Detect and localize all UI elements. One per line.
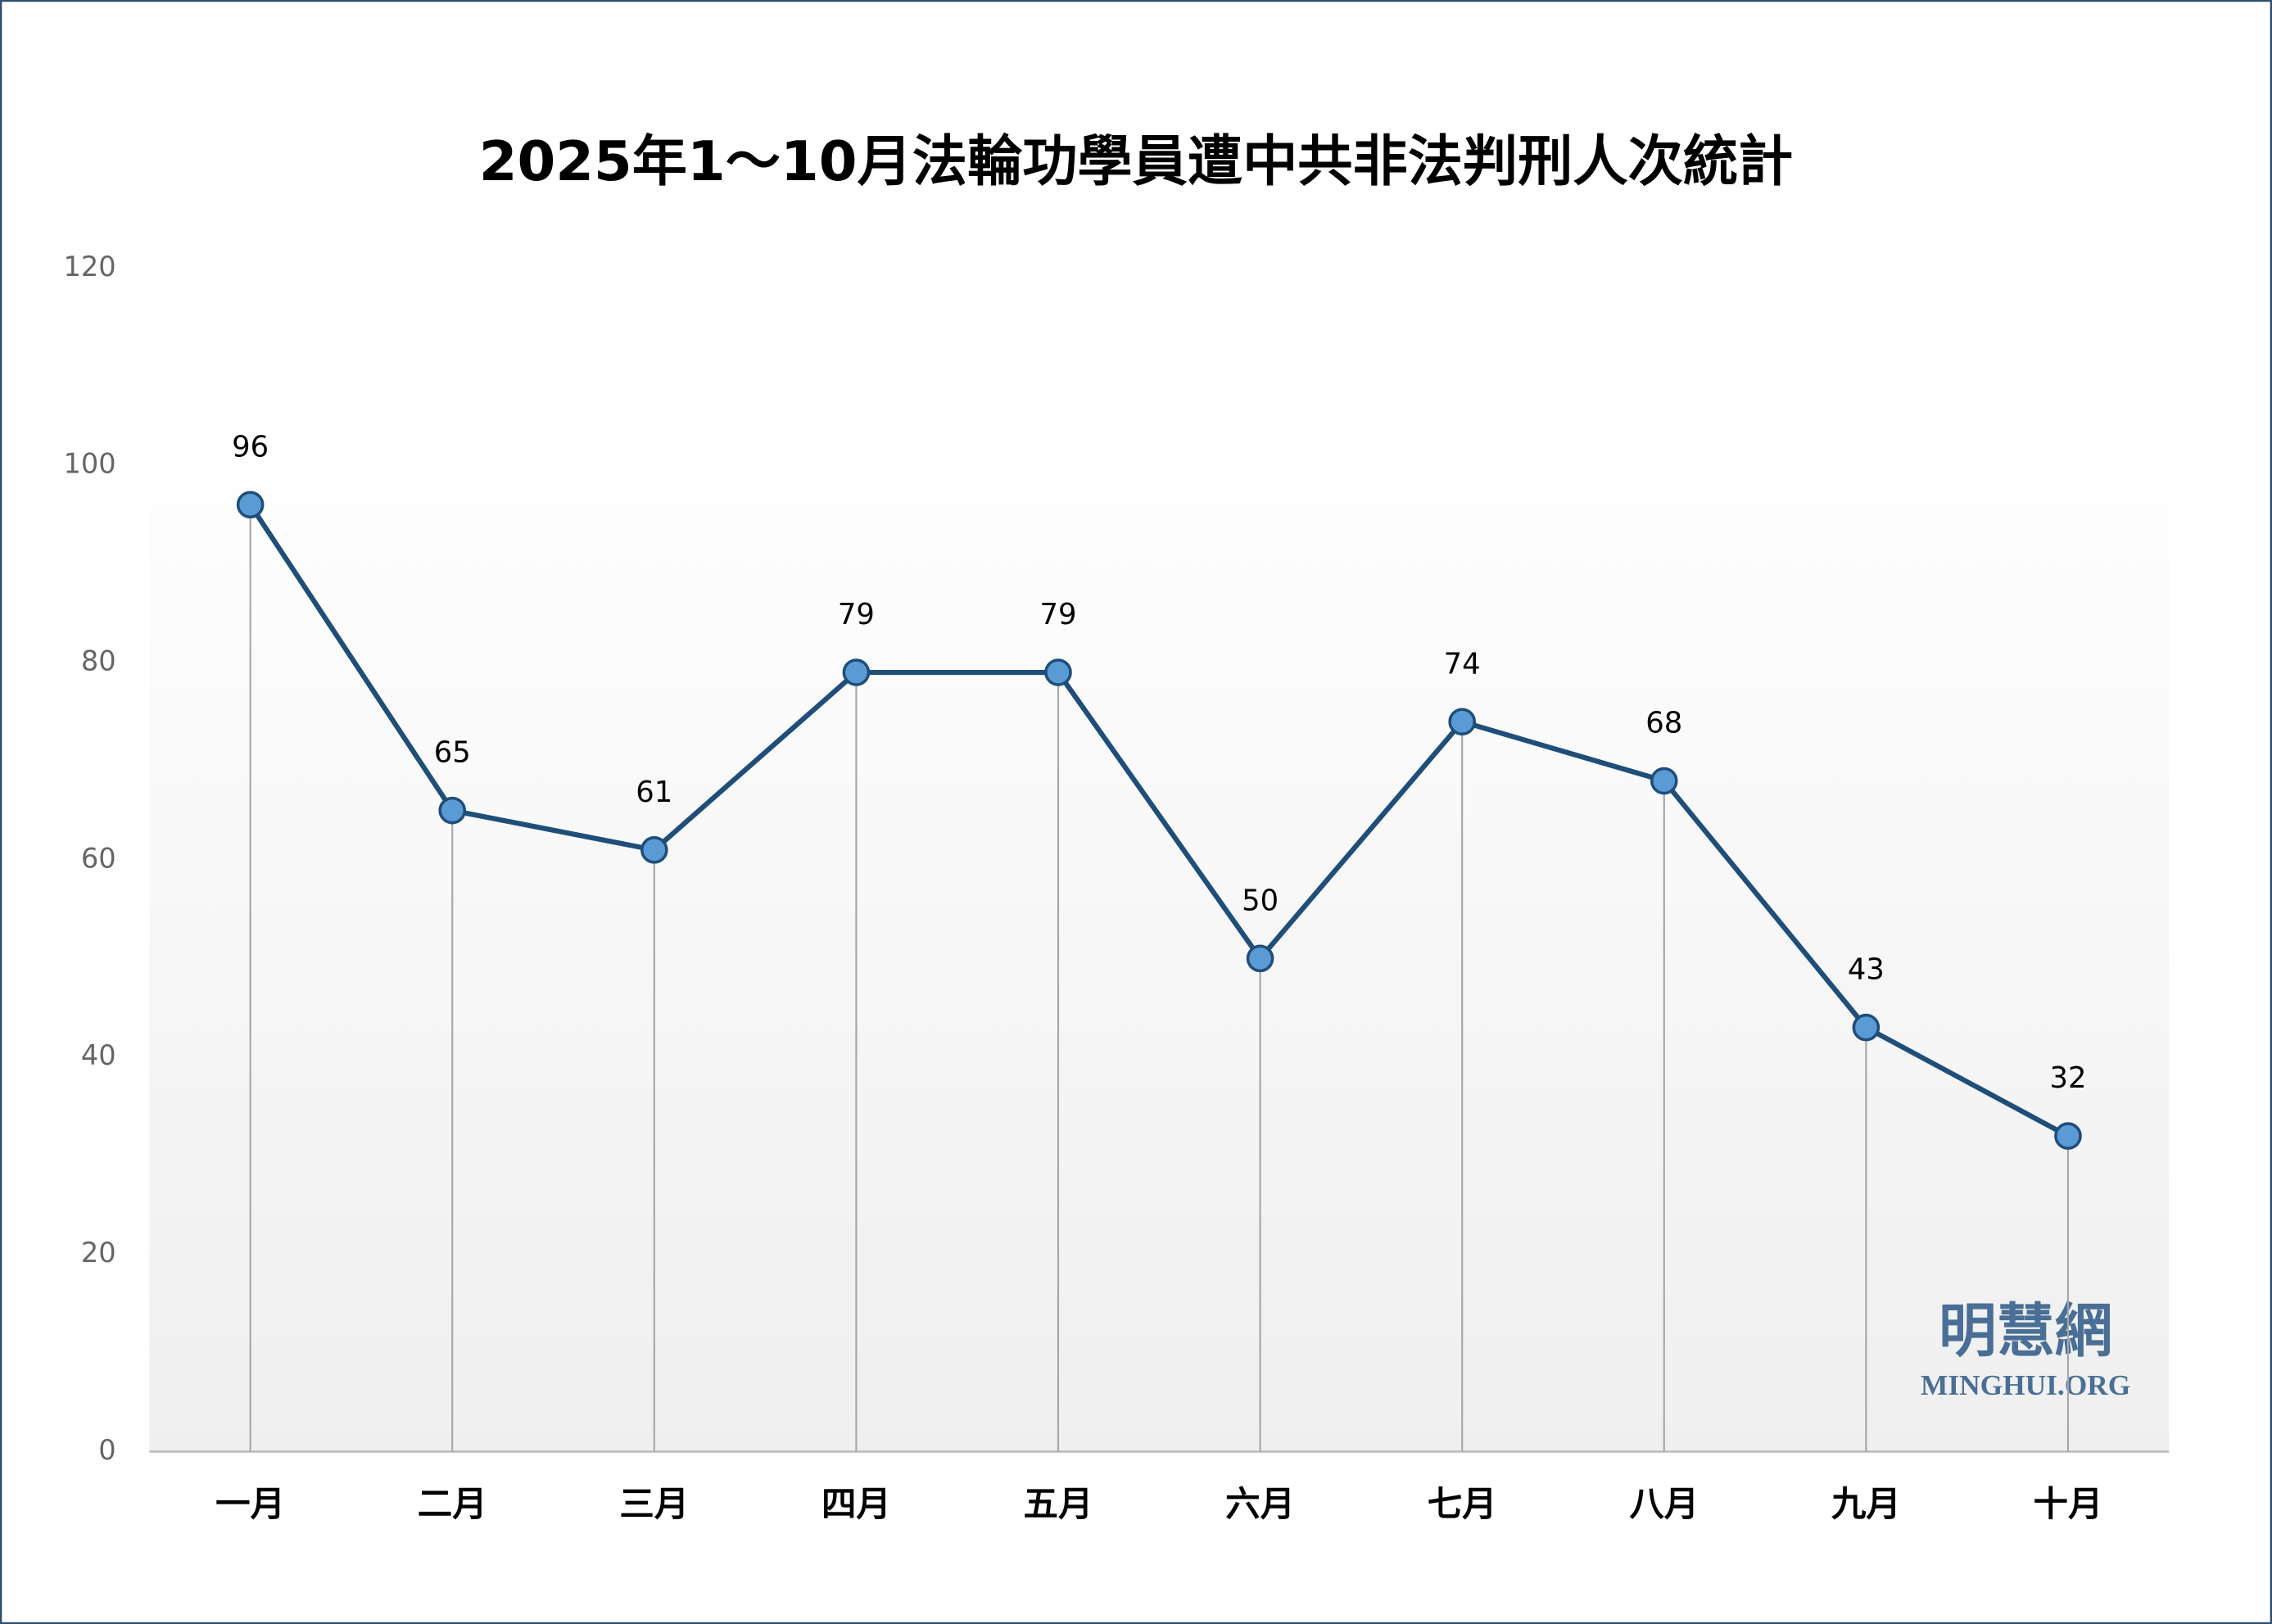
x-tick-label: 九月 xyxy=(1831,1485,1901,1525)
data-label: 74 xyxy=(1444,647,1481,681)
x-tick-label: 十月 xyxy=(2034,1485,2103,1525)
data-line xyxy=(248,503,2070,1138)
data-point xyxy=(438,796,467,825)
data-label: 68 xyxy=(1645,707,1682,740)
y-tick-label: 120 xyxy=(63,251,115,283)
x-tick-label: 四月 xyxy=(821,1485,891,1525)
x-tick-label: 五月 xyxy=(1024,1485,1093,1525)
data-point xyxy=(1044,658,1072,686)
data-label: 32 xyxy=(2049,1061,2086,1095)
data-label: 61 xyxy=(636,776,672,809)
x-tick-label: 二月 xyxy=(418,1485,487,1525)
data-point xyxy=(1650,767,1678,795)
watermark-title: 明慧網 xyxy=(1939,1296,2112,1364)
y-tick-label: 40 xyxy=(81,1039,116,1071)
data-label: 65 xyxy=(434,736,471,770)
data-point xyxy=(640,836,668,864)
data-point xyxy=(2054,1122,2082,1150)
data-label: 96 xyxy=(232,430,269,464)
y-tick-label: 20 xyxy=(81,1237,116,1269)
watermark-subtitle: MINGHUI.ORG xyxy=(1921,1368,2130,1401)
x-tick-label: 七月 xyxy=(1428,1485,1497,1525)
x-tick-label: 六月 xyxy=(1225,1485,1295,1525)
data-label: 79 xyxy=(1040,598,1077,631)
data-point xyxy=(1246,944,1274,973)
data-point xyxy=(1852,1013,1881,1042)
x-tick-label: 八月 xyxy=(1629,1485,1699,1525)
data-label: 79 xyxy=(838,598,875,631)
y-tick-label: 0 xyxy=(98,1434,115,1466)
data-point xyxy=(1448,708,1476,736)
data-label: 43 xyxy=(1848,953,1885,987)
x-tick-label: 一月 xyxy=(215,1485,285,1525)
data-point xyxy=(842,658,871,686)
data-point xyxy=(236,491,265,519)
data-label: 50 xyxy=(1242,884,1279,917)
y-tick-label: 60 xyxy=(81,842,116,874)
x-tick-label: 三月 xyxy=(619,1485,689,1525)
plot-background xyxy=(149,405,2170,1452)
chart-title: 2025年1～10月法輪功學員遭中共非法判刑人次統計 xyxy=(479,129,1794,193)
y-tick-label: 80 xyxy=(81,645,116,677)
y-tick-label: 100 xyxy=(63,448,115,480)
